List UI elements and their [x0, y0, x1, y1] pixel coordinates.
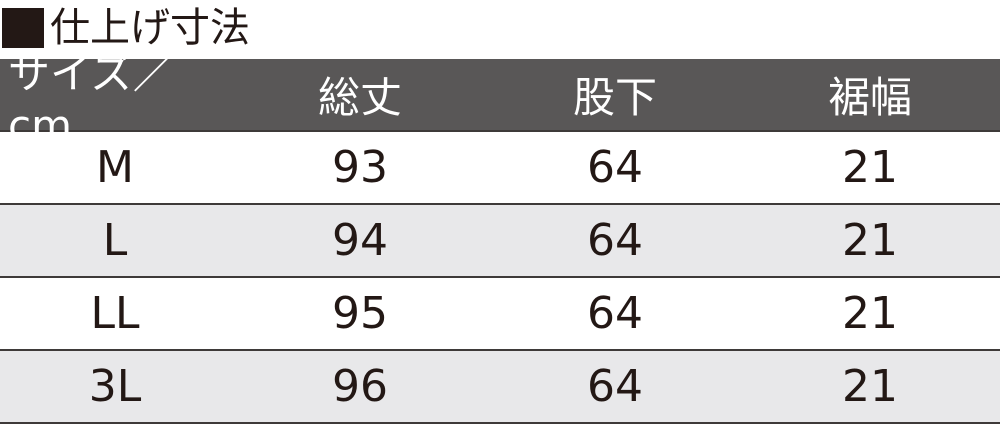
title-text: 仕上げ寸法 — [50, 5, 250, 51]
cell-size: M — [96, 142, 134, 193]
table-row: 3L 96 64 21 — [0, 351, 1000, 424]
cell-total-length: 93 — [332, 142, 388, 193]
table-row: M 93 64 21 — [0, 132, 1000, 205]
header-total-length: 総丈 — [317, 73, 402, 122]
cell-inseam: 64 — [587, 142, 643, 193]
cell-hem-width: 21 — [842, 361, 898, 412]
cell-inseam: 64 — [587, 361, 643, 412]
header-size: サイズ／ cm — [8, 48, 175, 150]
cell-hem-width: 21 — [842, 288, 898, 339]
cell-hem-width: 21 — [842, 215, 898, 266]
cell-total-length: 95 — [332, 288, 388, 339]
cell-size: L — [102, 215, 128, 266]
header-inseam: 股下 — [572, 73, 657, 122]
cell-hem-width: 21 — [842, 142, 898, 193]
cell-size: 3L — [88, 361, 142, 412]
cell-total-length: 94 — [332, 215, 388, 266]
cell-inseam: 64 — [587, 215, 643, 266]
cell-size: LL — [90, 288, 140, 339]
cell-total-length: 96 — [332, 361, 388, 412]
square-bullet-icon — [2, 8, 44, 48]
size-table: サイズ／ cm 総丈 股下 裾幅 M 93 64 21 L 94 64 21 L… — [0, 49, 1000, 424]
header-hem-width: 裾幅 — [827, 73, 912, 122]
cell-inseam: 64 — [587, 288, 643, 339]
table-row: LL 95 64 21 — [0, 278, 1000, 351]
table-header: サイズ／ cm 総丈 股下 裾幅 — [0, 49, 1000, 150]
table-row: L 94 64 21 — [0, 205, 1000, 278]
section-title: 仕上げ寸法 — [2, 0, 250, 56]
